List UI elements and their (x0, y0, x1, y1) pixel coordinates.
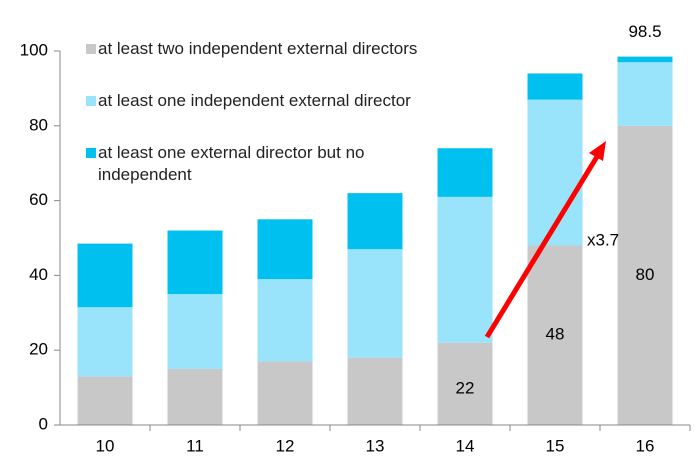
bar-segment (167, 368, 223, 425)
bar-segment (167, 294, 223, 369)
arrow-head (589, 141, 606, 161)
y-tick-label: 20 (29, 340, 48, 359)
bar-segment (617, 62, 673, 126)
x-tick-label: 12 (276, 436, 295, 455)
bar-segment (527, 73, 583, 100)
bar-segment (257, 219, 313, 280)
x-tick-label: 15 (546, 436, 565, 455)
bar-segment (437, 148, 493, 197)
bar-segment (167, 230, 223, 295)
legend-label: at least two independent external direct… (98, 39, 418, 58)
x-tick-label: 13 (366, 436, 385, 455)
total-label: 98.5 (628, 22, 661, 41)
bar-segment (257, 279, 313, 362)
y-tick-label: 0 (39, 414, 48, 433)
legend-label: at least one independent external direct… (98, 91, 411, 110)
value-label: 22 (456, 378, 475, 397)
bar-segment (347, 193, 403, 250)
legend-label: at least one external director but no in… (98, 143, 365, 184)
legend-swatch (86, 96, 96, 106)
legend-entry: at least one external director but no in… (86, 142, 438, 186)
bar-segment (617, 56, 673, 63)
bar-segment (347, 357, 403, 425)
bar-segment (77, 307, 133, 377)
legend-entry: at least one independent external direct… (86, 90, 438, 112)
x-tick-label: 10 (96, 436, 115, 455)
trend-arrow (484, 153, 601, 339)
bar-segment (437, 342, 493, 425)
legend-entry: at least two independent external direct… (86, 38, 438, 60)
legend-swatch (86, 148, 96, 158)
bar-segment (77, 376, 133, 425)
legend-swatch (86, 44, 96, 54)
x-tick-label: 11 (186, 436, 204, 455)
bar-segment (257, 361, 313, 425)
x-tick-label: 16 (636, 436, 655, 455)
value-label: 80 (636, 265, 655, 284)
y-tick-label: 60 (29, 190, 48, 209)
annotation: x3.7 (587, 230, 619, 249)
value-label: 48 (546, 325, 565, 344)
bar-segment (347, 249, 403, 358)
y-tick-label: 100 (20, 40, 48, 59)
y-tick-label: 40 (29, 265, 48, 284)
bar-segment (437, 196, 493, 343)
bar-segment (77, 243, 133, 308)
x-tick-label: 14 (456, 436, 475, 455)
bar-segment (527, 245, 583, 425)
y-tick-label: 80 (29, 115, 48, 134)
bar-segment (617, 125, 673, 426)
